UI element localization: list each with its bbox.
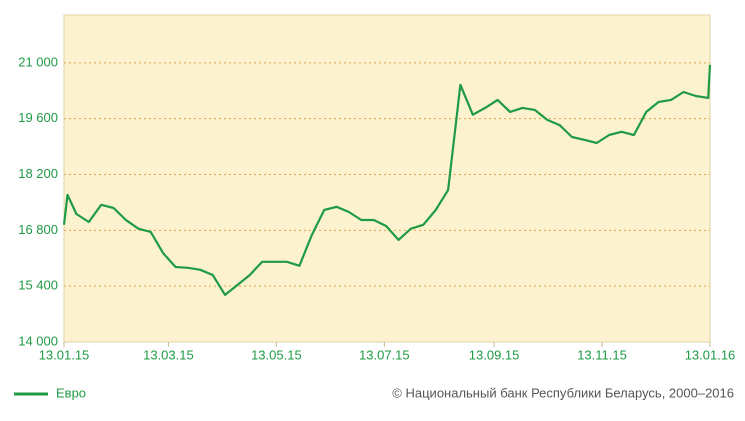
x-tick-label: 13.03.15 (143, 347, 194, 362)
x-tick-label: 13.05.15 (251, 347, 302, 362)
y-tick-label: 14 000 (18, 333, 58, 348)
x-tick-label: 13.01.15 (39, 347, 90, 362)
x-tick-label: 13.07.15 (359, 347, 410, 362)
legend-label: Евро (56, 385, 86, 400)
x-tick-label: 13.01.16 (685, 347, 736, 362)
source: © Национальный банк Республики Беларусь,… (392, 385, 734, 400)
plot-area (63, 14, 711, 343)
y-tick-label: 19 600 (18, 110, 58, 125)
x-tick-label: 13.09.15 (469, 347, 520, 362)
x-tick-label: 13.11.15 (577, 347, 627, 362)
y-tick-label: 21 000 (18, 54, 58, 69)
y-tick-label: 15 400 (18, 278, 58, 293)
line (62, 64, 712, 296)
y-tick-label: 18 200 (18, 166, 58, 181)
y-tick-label: 16 800 (18, 222, 58, 237)
